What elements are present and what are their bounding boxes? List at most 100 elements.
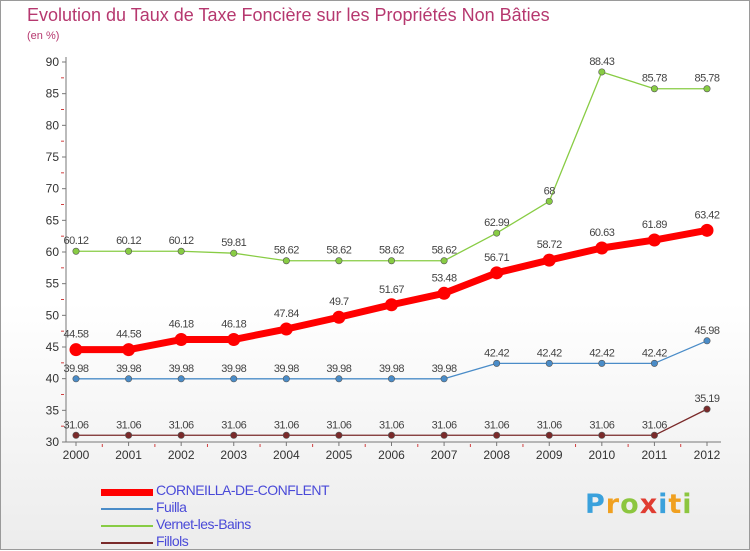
data-label-vernet-les-bains: 59.81 [221, 237, 246, 249]
data-point-corneilla-de-conflent [69, 343, 83, 357]
data-point-fuilla [230, 375, 238, 383]
y-tick-label: 55 [46, 277, 60, 291]
data-label-fillols: 31.06 [221, 419, 246, 431]
y-tick-label: 80 [46, 118, 60, 132]
data-point-vernet-les-bains [545, 197, 553, 205]
x-tick-label: 2011 [642, 448, 668, 462]
x-tick-label: 2007 [431, 448, 458, 462]
x-tick-label: 2012 [694, 448, 721, 462]
data-point-fuilla [493, 359, 501, 367]
data-point-vernet-les-bains [72, 247, 80, 255]
data-point-fuilla [177, 375, 185, 383]
data-point-fillols [440, 431, 448, 439]
y-tick-label: 60 [46, 245, 60, 259]
x-tick-label: 2001 [115, 448, 142, 462]
data-point-fillols [282, 431, 290, 439]
data-label-corneilla-de-conflent: 53.48 [432, 272, 457, 284]
x-tick-label: 2009 [536, 448, 563, 462]
data-point-vernet-les-bains [335, 257, 343, 265]
data-point-fuilla [545, 359, 553, 367]
data-point-fuilla [125, 375, 133, 383]
x-tick-label: 2003 [220, 448, 247, 462]
data-label-fillols: 31.06 [642, 419, 667, 431]
data-label-corneilla-de-conflent: 63.42 [694, 209, 719, 221]
data-point-vernet-les-bains [282, 257, 290, 265]
data-label-fuilla: 39.98 [432, 363, 457, 375]
data-point-fillols [230, 431, 238, 439]
data-label-fillols: 31.06 [537, 419, 562, 431]
data-point-corneilla-de-conflent [227, 333, 241, 347]
data-point-corneilla-de-conflent [385, 298, 398, 312]
data-label-corneilla-de-conflent: 51.67 [379, 284, 404, 296]
data-label-corneilla-de-conflent: 47.84 [274, 308, 299, 320]
data-label-fillols: 31.06 [63, 419, 88, 431]
legend-swatch [101, 525, 153, 527]
data-label-vernet-les-bains: 68 [544, 185, 556, 197]
brand-logo-letter: i [682, 489, 693, 520]
y-tick-label: 40 [46, 372, 60, 386]
data-point-corneilla-de-conflent [542, 253, 556, 267]
data-label-corneilla-de-conflent: 60.63 [589, 227, 614, 239]
data-point-corneilla-de-conflent [437, 286, 451, 300]
brand-logo-letter: r [605, 489, 621, 520]
data-point-vernet-les-bains [387, 257, 395, 265]
data-point-fuilla [335, 375, 343, 383]
data-label-fuilla: 39.98 [379, 363, 404, 375]
legend-label: Fillols [156, 533, 189, 549]
brand-logo-letter: t [668, 489, 683, 520]
data-label-fillols: 31.06 [589, 419, 614, 431]
data-point-fuilla [703, 337, 711, 345]
data-label-vernet-les-bains: 62.99 [484, 217, 509, 229]
data-point-vernet-les-bains [125, 247, 133, 255]
data-point-corneilla-de-conflent [595, 241, 609, 255]
data-label-vernet-les-bains: 85.78 [694, 73, 719, 85]
data-point-fuilla [387, 375, 395, 383]
brand-logo-letter: o [620, 489, 640, 520]
data-point-fillols [177, 431, 185, 439]
data-label-fuilla: 45.98 [694, 325, 719, 337]
data-label-vernet-les-bains: 60.12 [169, 235, 194, 247]
data-point-fillols [598, 431, 606, 439]
data-point-fillols [545, 431, 553, 439]
data-label-fuilla: 39.98 [221, 363, 246, 375]
data-label-fillols: 31.06 [484, 419, 509, 431]
x-tick-label: 2008 [483, 448, 510, 462]
data-point-corneilla-de-conflent [122, 343, 136, 357]
data-label-fuilla: 39.98 [63, 363, 88, 375]
data-label-fuilla: 42.42 [537, 347, 562, 359]
data-label-corneilla-de-conflent: 46.18 [221, 319, 246, 331]
data-point-corneilla-de-conflent [332, 310, 346, 324]
data-label-fillols: 31.06 [326, 419, 351, 431]
data-point-fillols [493, 431, 501, 439]
data-label-vernet-les-bains: 88.43 [589, 56, 614, 68]
data-label-fuilla: 39.98 [274, 363, 299, 375]
brand-logo: Proxiti [585, 489, 693, 520]
y-tick-label: 50 [46, 308, 60, 322]
legend-label: Fuilla [156, 499, 187, 515]
data-point-fillols [703, 405, 711, 413]
x-tick-label: 2000 [63, 448, 90, 462]
data-label-vernet-les-bains: 58.62 [274, 245, 299, 257]
x-tick-label: 2010 [588, 448, 615, 462]
data-point-fuilla [282, 375, 290, 383]
data-label-corneilla-de-conflent: 58.72 [537, 239, 562, 251]
data-point-vernet-les-bains [703, 85, 711, 93]
data-label-fillols: 31.06 [432, 419, 457, 431]
data-point-fillols [125, 431, 133, 439]
data-point-vernet-les-bains [650, 85, 658, 93]
data-label-vernet-les-bains: 60.12 [63, 235, 88, 247]
data-label-vernet-les-bains: 58.62 [326, 245, 351, 257]
brand-logo-letter: x [639, 489, 659, 520]
legend-label: Vernet-les-Bains [156, 516, 251, 532]
chart-title: Evolution du Taux de Taxe Foncière sur l… [27, 5, 550, 25]
data-point-vernet-les-bains [230, 249, 238, 257]
data-label-corneilla-de-conflent: 46.18 [169, 319, 194, 331]
legend-swatch [101, 542, 153, 544]
data-point-vernet-les-bains [440, 257, 448, 265]
x-tick-label: 2005 [326, 448, 353, 462]
data-label-vernet-les-bains: 58.62 [432, 245, 457, 257]
data-label-fuilla: 42.42 [484, 347, 509, 359]
y-tick-label: 45 [46, 340, 60, 354]
y-tick-label: 90 [46, 55, 60, 69]
